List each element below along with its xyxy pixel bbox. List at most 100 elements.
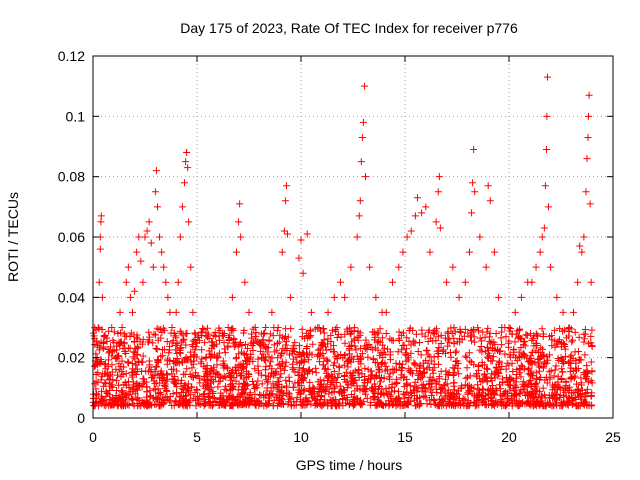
band-point bbox=[319, 386, 327, 394]
band-point bbox=[529, 335, 537, 343]
data-point bbox=[576, 242, 584, 250]
band-point bbox=[567, 364, 575, 372]
band-point bbox=[400, 341, 408, 349]
band-point bbox=[489, 382, 497, 390]
band-point bbox=[205, 393, 213, 401]
band-point bbox=[496, 348, 504, 356]
band-point bbox=[418, 381, 426, 389]
data-point bbox=[158, 248, 166, 256]
band-point bbox=[562, 352, 570, 360]
band-point bbox=[190, 373, 198, 381]
band-point bbox=[449, 364, 457, 372]
band-point bbox=[333, 334, 341, 342]
band-point bbox=[100, 397, 108, 404]
band-point bbox=[173, 390, 181, 398]
band-point bbox=[289, 355, 297, 363]
band-point bbox=[264, 378, 272, 386]
band-point bbox=[170, 402, 178, 410]
band-point bbox=[205, 401, 213, 409]
band-point bbox=[260, 329, 268, 337]
band-point bbox=[563, 393, 571, 401]
band-point bbox=[371, 383, 379, 391]
band-point bbox=[534, 332, 542, 340]
band-point bbox=[341, 339, 349, 347]
band-point bbox=[92, 397, 100, 405]
band-point bbox=[246, 389, 254, 397]
band-point bbox=[228, 325, 236, 333]
band-point bbox=[108, 381, 116, 389]
band-point bbox=[541, 360, 549, 368]
band-point bbox=[322, 346, 330, 354]
band-point bbox=[327, 371, 335, 379]
band-point bbox=[185, 398, 193, 406]
band-point bbox=[267, 358, 275, 366]
band-point bbox=[452, 347, 460, 355]
band-point bbox=[269, 380, 277, 388]
band-point bbox=[281, 362, 289, 370]
data-point bbox=[98, 293, 106, 301]
band-point bbox=[546, 400, 554, 408]
band-point bbox=[371, 331, 379, 339]
band-point bbox=[168, 370, 176, 378]
band-point bbox=[587, 339, 595, 347]
band-point bbox=[526, 330, 534, 338]
band-point bbox=[538, 325, 546, 333]
band-point bbox=[331, 374, 339, 382]
band-point bbox=[463, 364, 471, 372]
band-point bbox=[329, 348, 337, 356]
band-point bbox=[502, 390, 510, 398]
band-point bbox=[516, 325, 524, 333]
data-point bbox=[565, 324, 573, 331]
band-point bbox=[306, 326, 314, 334]
band-point bbox=[103, 389, 111, 397]
data-point bbox=[210, 378, 218, 386]
band-point bbox=[489, 353, 497, 361]
band-point bbox=[429, 396, 437, 404]
band-point bbox=[328, 388, 336, 396]
data-point bbox=[149, 263, 157, 271]
band-point bbox=[587, 332, 595, 340]
band-point bbox=[434, 352, 442, 360]
band-point bbox=[344, 359, 352, 367]
x-axis-label: GPS time / hours bbox=[296, 457, 403, 473]
band-point bbox=[555, 383, 563, 391]
band-point bbox=[186, 353, 194, 361]
band-point bbox=[574, 347, 582, 355]
band-point bbox=[152, 345, 160, 353]
band-point bbox=[122, 370, 130, 378]
band-point bbox=[414, 348, 422, 356]
band-point bbox=[545, 368, 553, 376]
data-point bbox=[586, 200, 594, 208]
band-point bbox=[125, 383, 133, 391]
band-point bbox=[351, 324, 359, 332]
band-point bbox=[533, 339, 541, 347]
data-point bbox=[282, 182, 290, 190]
band-point bbox=[235, 380, 243, 388]
band-point bbox=[152, 386, 160, 394]
data-point bbox=[237, 233, 245, 241]
data-point bbox=[532, 263, 540, 271]
data-point bbox=[547, 263, 555, 271]
data-point bbox=[357, 158, 365, 166]
band-point bbox=[232, 395, 240, 403]
band-point bbox=[121, 379, 129, 387]
band-point bbox=[117, 373, 125, 381]
data-point bbox=[495, 293, 503, 301]
band-point bbox=[276, 331, 284, 339]
data-point bbox=[178, 203, 186, 211]
band-point bbox=[119, 344, 127, 352]
band-point bbox=[254, 355, 262, 363]
data-point bbox=[341, 293, 349, 301]
band-point bbox=[212, 332, 220, 340]
data-point bbox=[553, 293, 561, 301]
band-point bbox=[284, 333, 292, 341]
band-point bbox=[308, 389, 316, 397]
band-point bbox=[479, 393, 487, 401]
band-point bbox=[273, 327, 281, 335]
band-point bbox=[240, 326, 248, 334]
band-point bbox=[335, 370, 343, 378]
data-point bbox=[426, 248, 434, 256]
band-point bbox=[152, 393, 160, 401]
data-point bbox=[120, 339, 128, 347]
band-point bbox=[361, 364, 369, 372]
